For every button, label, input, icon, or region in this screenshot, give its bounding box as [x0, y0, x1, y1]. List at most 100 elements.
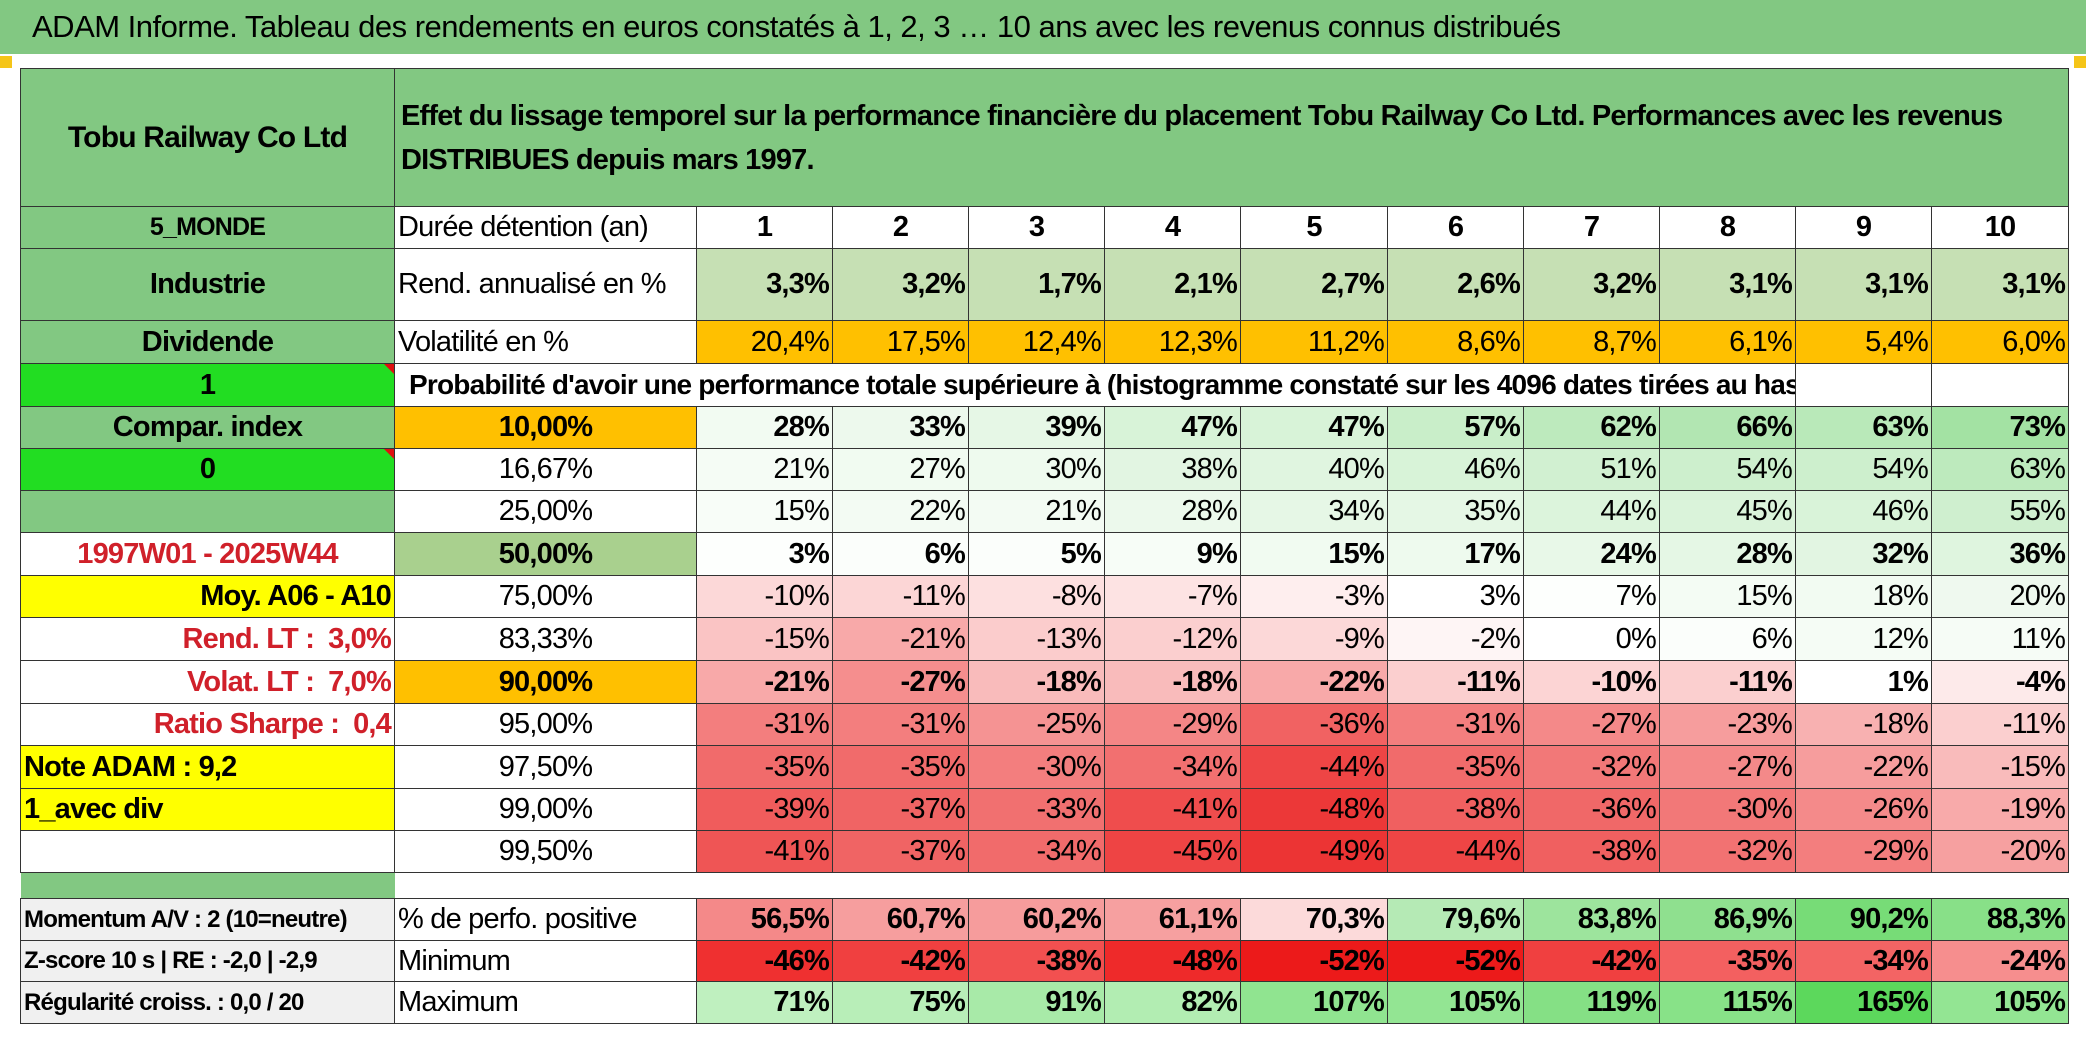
region-cell[interactable]: 5_MONDE	[20, 206, 395, 249]
empty-green-cell	[20, 490, 395, 533]
prob-cell: 33%	[832, 406, 969, 449]
sector-cell[interactable]: Industrie	[20, 248, 395, 321]
prob-cell: -31%	[696, 703, 833, 746]
prob-cell: -26%	[1795, 788, 1932, 831]
perf-pos-cell: 60,2%	[968, 898, 1105, 941]
threshold-cell: 16,67%	[394, 448, 697, 491]
empty-cell	[20, 830, 395, 873]
minimum-cell: -34%	[1795, 940, 1932, 982]
prob-cell: -44%	[1240, 745, 1388, 789]
prob-cell: -36%	[1240, 703, 1388, 746]
prob-cell: 36%	[1930, 532, 2070, 576]
flag-1-cell[interactable]: 1	[20, 363, 395, 407]
side-value: 0,4	[353, 708, 392, 740]
probability-row: Compar. index 10,00% 28% 33% 39% 47% 47% 57% 62%…	[20, 406, 2070, 449]
year-header-10: 10	[1930, 206, 2070, 249]
flag-0-cell[interactable]: 0	[20, 448, 395, 491]
rend-cell-9: 3,1%	[1795, 248, 1932, 321]
moy-cell: Moy. A06 - A10	[20, 575, 395, 618]
prob-cell: 40%	[1240, 448, 1388, 491]
prob-cell: 35%	[1387, 490, 1524, 533]
prob-cell: -35%	[696, 745, 833, 789]
prob-cell: -21%	[696, 660, 833, 704]
maximum-cell: 82%	[1104, 981, 1241, 1024]
rend-label: Rend. annualisé en %	[394, 248, 697, 321]
performance-sheet: Tobu Railway Co Ltd Effet du lissage tem…	[20, 68, 2070, 1028]
side-label: Rend. LT :	[182, 622, 315, 655]
volat-cell-1: 20,4%	[696, 320, 833, 364]
right-edge-marker	[2074, 56, 2086, 68]
rend-cell-4: 2,1%	[1104, 248, 1241, 321]
prob-cell: 7%	[1523, 575, 1660, 618]
threshold-cell: 99,50%	[394, 830, 697, 873]
prob-cell: -35%	[832, 745, 969, 789]
prob-cell: 18%	[1795, 575, 1932, 618]
compar-index-cell[interactable]: Compar. index	[20, 406, 395, 449]
prob-cell: 54%	[1795, 448, 1932, 491]
maximum-cell: 107%	[1240, 981, 1388, 1024]
prob-cell: 15%	[1659, 575, 1796, 618]
year-header-6: 6	[1387, 206, 1524, 249]
prob-cell: -31%	[832, 703, 969, 746]
volat-cell-4: 12,3%	[1104, 320, 1241, 364]
prob-cell: 47%	[1104, 406, 1241, 449]
prob-cell: 20%	[1930, 575, 2070, 618]
probability-row: 25,00% 15% 22% 21% 28% 34% 35% 44% 45% 46% 55%	[20, 490, 2070, 533]
volat-cell-6: 8,6%	[1387, 320, 1524, 364]
prob-cell: -13%	[968, 617, 1105, 661]
prob-cell: -20%	[1930, 830, 2070, 873]
prob-cell: 47%	[1240, 406, 1388, 449]
prob-cell: -49%	[1240, 830, 1388, 873]
volat-cell-5: 11,2%	[1240, 320, 1388, 364]
volat-label: Volatilité en %	[394, 320, 697, 364]
prob-cell: -30%	[968, 745, 1105, 789]
prob-cell: -2%	[1387, 617, 1524, 661]
prob-cell: -22%	[1795, 745, 1932, 789]
rend-cell-5: 2,7%	[1240, 248, 1388, 321]
probability-row: Moy. A06 - A10 75,00% -10% -11% -8% -7% -3% 3% 7…	[20, 575, 2070, 618]
performance-table: Tobu Railway Co Ltd Effet du lissage tem…	[20, 68, 2070, 1024]
prob-cell: -7%	[1104, 575, 1241, 618]
threshold-cell: 83,33%	[394, 617, 697, 661]
prob-cell: -32%	[1523, 745, 1660, 789]
prob-cell: 39%	[968, 406, 1105, 449]
rend-cell-7: 3,2%	[1523, 248, 1660, 321]
income-cell[interactable]: Dividende	[20, 320, 395, 364]
report-title: ADAM Informe. Tableau des rendements en …	[0, 0, 2086, 54]
probability-row: Volat. LT :7,0% 90,00% -21% -27% -18% -18% -22…	[20, 660, 2070, 704]
rend-cell-2: 3,2%	[832, 248, 969, 321]
minimum-cell: -52%	[1387, 940, 1524, 982]
prob-cell: 1%	[1795, 660, 1932, 704]
prob-cell: 63%	[1930, 448, 2070, 491]
perf-pos-cell: 86,9%	[1659, 898, 1796, 941]
probability-caption: Probabilité d'avoir une performance tota…	[394, 363, 1796, 407]
prob-cell: 21%	[696, 448, 833, 491]
prob-cell: -15%	[1930, 745, 2070, 789]
perf-pos-cell: 70,3%	[1240, 898, 1388, 941]
table-description: Effet du lissage temporel sur la perform…	[393, 68, 2070, 207]
prob-cell: -21%	[832, 617, 969, 661]
prob-cell: -27%	[1523, 703, 1660, 746]
prob-cell: -18%	[1795, 703, 1932, 746]
prob-cell: 28%	[1104, 490, 1241, 533]
threshold-cell: 99,00%	[394, 788, 697, 831]
period-cell: 1997W01 - 2025W44	[20, 532, 395, 576]
prob-cell: 0%	[1523, 617, 1660, 661]
perf-pos-cell: 60,7%	[832, 898, 969, 941]
minimum-cell: -42%	[832, 940, 969, 982]
prob-cell: -30%	[1659, 788, 1796, 831]
prob-cell: 6%	[832, 532, 969, 576]
probability-row: 1997W01 - 2025W44 50,00% 3% 6% 5% 9% 15% 17% 24%…	[20, 532, 2070, 576]
prob-cell: 5%	[968, 532, 1105, 576]
side-value: 7,0%	[328, 665, 392, 698]
prob-cell: -41%	[1104, 788, 1241, 831]
prob-cell: 3%	[1387, 575, 1524, 618]
threshold-cell: 50,00%	[394, 532, 697, 576]
minimum-side-cell: Z-score 10 s | RE : -2,0 | -2,9	[20, 940, 395, 982]
prob-cell: -3%	[1240, 575, 1388, 618]
prob-cell: -12%	[1104, 617, 1241, 661]
maximum-cell: 91%	[968, 981, 1105, 1024]
prob-cell: -32%	[1659, 830, 1796, 873]
maximum-cell: 105%	[1930, 981, 2070, 1024]
asset-name: Tobu Railway Co Ltd	[20, 68, 395, 207]
